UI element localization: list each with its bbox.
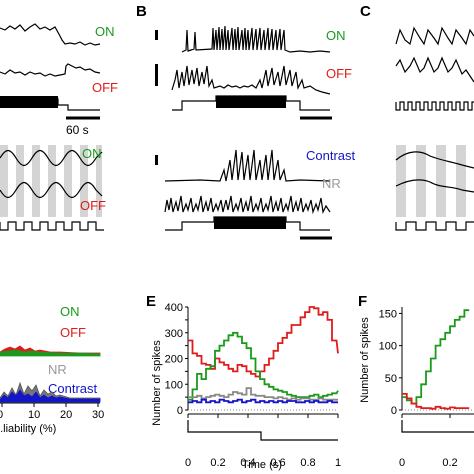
panel-a-off-sine <box>0 181 103 199</box>
panel-f-ytick-label: 0 <box>391 405 397 417</box>
panel-d-contrast-label: Contrast <box>48 381 98 396</box>
panel-e-series <box>188 306 339 404</box>
panel-f-xtick-label: 0 <box>399 457 405 469</box>
panel-f-letter: F <box>358 293 367 310</box>
panel-b-on-trace <box>181 25 331 53</box>
panel-e-letter: E <box>146 293 156 310</box>
panel-a-on-label: ON <box>95 24 115 39</box>
panel-e-series-3 <box>188 398 338 404</box>
panel-e-axes: 0 100 200 300 400 0 0.2 0.4 0.6 0.8 1 <box>165 302 341 469</box>
panel-d-on-area <box>0 349 101 357</box>
panel-a-square-stimulus <box>0 221 104 231</box>
panel-e-xlabel: Time (s) <box>242 459 282 471</box>
panel-c-square-stimulus-2 <box>395 221 474 231</box>
panel-c-stripes <box>396 145 466 217</box>
panel-f-ylabel: Number of spikes <box>359 317 371 403</box>
panel-f: F Number of spikes 0 50 100 150 0 0.2 <box>358 293 474 469</box>
panel-c-square-stimulus <box>395 101 474 111</box>
panel-a-scale-label: 60 s <box>66 123 89 137</box>
panel-e-ylabel: Number of spikes <box>151 340 163 426</box>
panel-e-series-1 <box>188 331 339 401</box>
panel-d-nr-label: NR <box>48 362 67 377</box>
panel-e-xtick-label: 0.6 <box>270 457 285 469</box>
panel-e-series-0 <box>188 306 339 378</box>
panel-d-xtick-10: 10 <box>28 409 40 421</box>
panel-b-off-label: OFF <box>326 66 352 81</box>
panel-c-off-trace <box>395 56 474 83</box>
panel-d-xtick-0: 0 <box>0 409 3 421</box>
panel-e-ytick-label: 400 <box>165 302 183 314</box>
panel-a-on-label-2: ON <box>82 146 102 161</box>
panel-f-series-1 <box>402 393 470 410</box>
panel-b: B ON OFF Contrast NR <box>136 3 356 240</box>
panel-b-scale-2 <box>155 64 158 86</box>
panel-d-on-label: ON <box>60 304 80 319</box>
panel-d-x-axis <box>0 402 100 407</box>
panel-b-scale-1 <box>155 30 158 40</box>
panel-f-series <box>402 309 470 410</box>
panel-d-xtick-30: 30 <box>92 409 104 421</box>
panel-c: C <box>360 3 474 231</box>
panel-e-stimulus <box>187 420 338 441</box>
panel-a-off-label: OFF <box>92 80 118 95</box>
panel-a-off-trace <box>0 63 101 77</box>
panel-c-off-sine <box>395 179 474 193</box>
panel-e-ytick-label: 200 <box>165 354 183 366</box>
panel-b-scale-3 <box>155 155 158 165</box>
panel-b-contrast-trace <box>164 149 331 182</box>
panel-d-xtick-20: 20 <box>60 409 72 421</box>
panel-f-xtick-label: 0.2 <box>442 457 457 469</box>
panel-e-xtick-label: 0.4 <box>240 457 255 469</box>
panel-a-off-label-2: OFF <box>80 198 106 213</box>
panel-c-on-sine <box>395 151 474 169</box>
panel-a-on-sine <box>0 149 103 167</box>
panel-e-ytick-label: 0 <box>177 405 183 417</box>
panel-e-series-2 <box>188 387 338 401</box>
panel-b-stimulus-bar <box>216 96 286 108</box>
panel-b-nr-label: NR <box>322 176 341 191</box>
panel-f-axes: 0 50 100 150 0 0.2 <box>379 307 474 469</box>
panel-d-contrast-area <box>0 389 101 403</box>
panel-a: ON OFF 60 s ON OFF <box>0 23 118 231</box>
panel-d: ON OFF NR Contrast 0 10 20 30 ...liabili… <box>0 304 104 435</box>
panel-c-letter: C <box>360 3 371 20</box>
panel-b-off-trace <box>171 65 331 95</box>
panel-b-stimulus-bar-2 <box>214 217 286 229</box>
panel-b-letter: B <box>136 3 147 20</box>
panel-f-stimulus <box>401 420 474 433</box>
panel-e-xtick-label: 0.2 <box>210 457 225 469</box>
panel-e-xtick-label: 0.8 <box>300 457 315 469</box>
panel-b-contrast-label: Contrast <box>306 148 356 163</box>
panel-f-ytick-label: 150 <box>379 308 397 320</box>
panel-e-xtick-label: 0 <box>185 457 191 469</box>
panel-b-nr-trace <box>164 195 331 215</box>
panel-a-stripes <box>0 145 102 217</box>
panel-b-on-label: ON <box>326 28 346 43</box>
panel-d-xlabel: ...liability (%) <box>0 423 56 435</box>
panel-e-ytick-label: 100 <box>165 379 183 391</box>
panel-d-off-label: OFF <box>60 325 86 340</box>
panel-c-on-trace <box>395 26 474 46</box>
panel-a-on-trace <box>0 23 101 46</box>
panel-e-xtick-label: 1 <box>335 457 341 469</box>
panel-f-ytick-label: 50 <box>385 373 397 385</box>
panel-f-ytick-label: 100 <box>379 341 397 353</box>
panel-a-stimulus-bar <box>0 96 58 108</box>
panel-e-ytick-label: 300 <box>165 328 183 340</box>
panel-f-series-0 <box>402 309 470 405</box>
